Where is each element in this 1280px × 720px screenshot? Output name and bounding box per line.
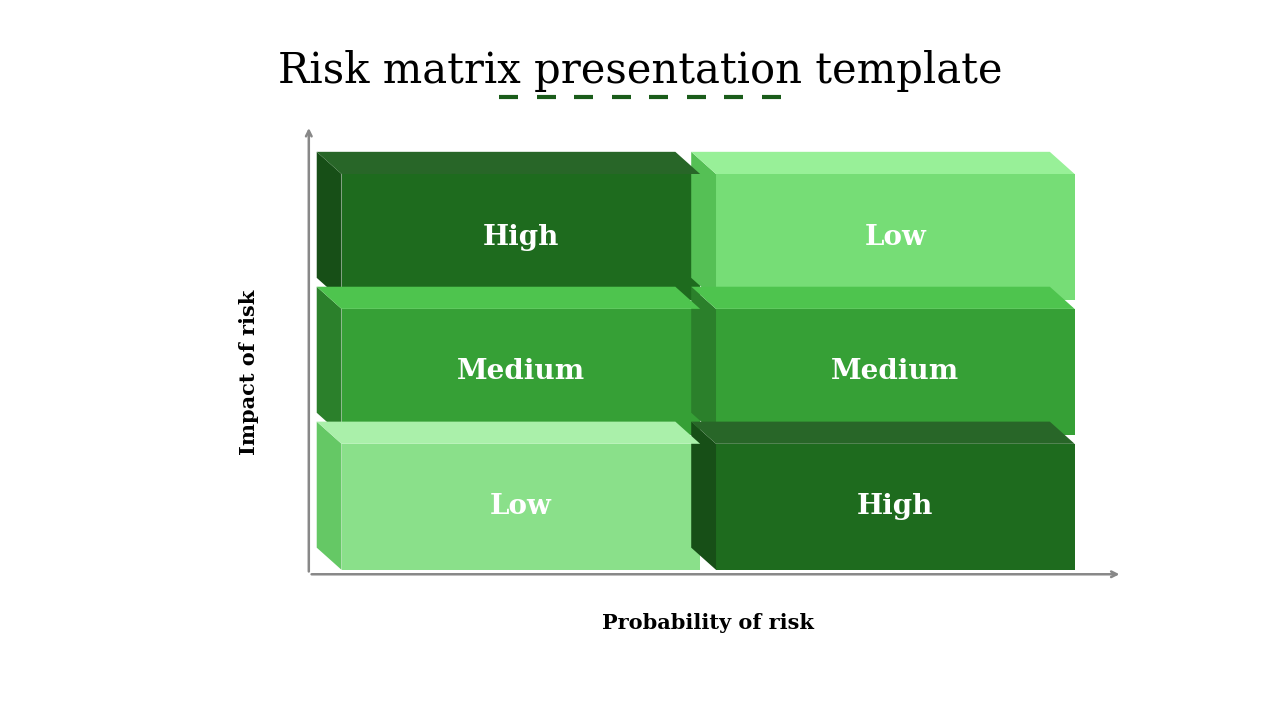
Polygon shape <box>691 422 1075 444</box>
Polygon shape <box>316 287 700 309</box>
Polygon shape <box>716 309 1075 435</box>
Text: Impact of risk: Impact of risk <box>239 289 260 454</box>
Text: Low: Low <box>864 223 927 251</box>
Polygon shape <box>691 287 1075 309</box>
Polygon shape <box>316 287 342 435</box>
Text: High: High <box>483 223 559 251</box>
Text: Medium: Medium <box>457 359 585 385</box>
Polygon shape <box>342 309 700 435</box>
Text: Probability of risk: Probability of risk <box>602 613 814 633</box>
Polygon shape <box>691 152 1075 174</box>
Text: Medium: Medium <box>831 359 960 385</box>
Polygon shape <box>342 174 700 300</box>
Polygon shape <box>716 174 1075 300</box>
Text: Low: Low <box>490 493 552 521</box>
Polygon shape <box>691 287 716 435</box>
Polygon shape <box>342 444 700 570</box>
Polygon shape <box>316 152 342 300</box>
Polygon shape <box>716 444 1075 570</box>
Text: High: High <box>858 493 933 521</box>
Text: Risk matrix presentation template: Risk matrix presentation template <box>278 50 1002 92</box>
Polygon shape <box>691 422 716 570</box>
Polygon shape <box>316 152 700 174</box>
Polygon shape <box>316 422 700 444</box>
Polygon shape <box>691 152 716 300</box>
Polygon shape <box>316 422 342 570</box>
